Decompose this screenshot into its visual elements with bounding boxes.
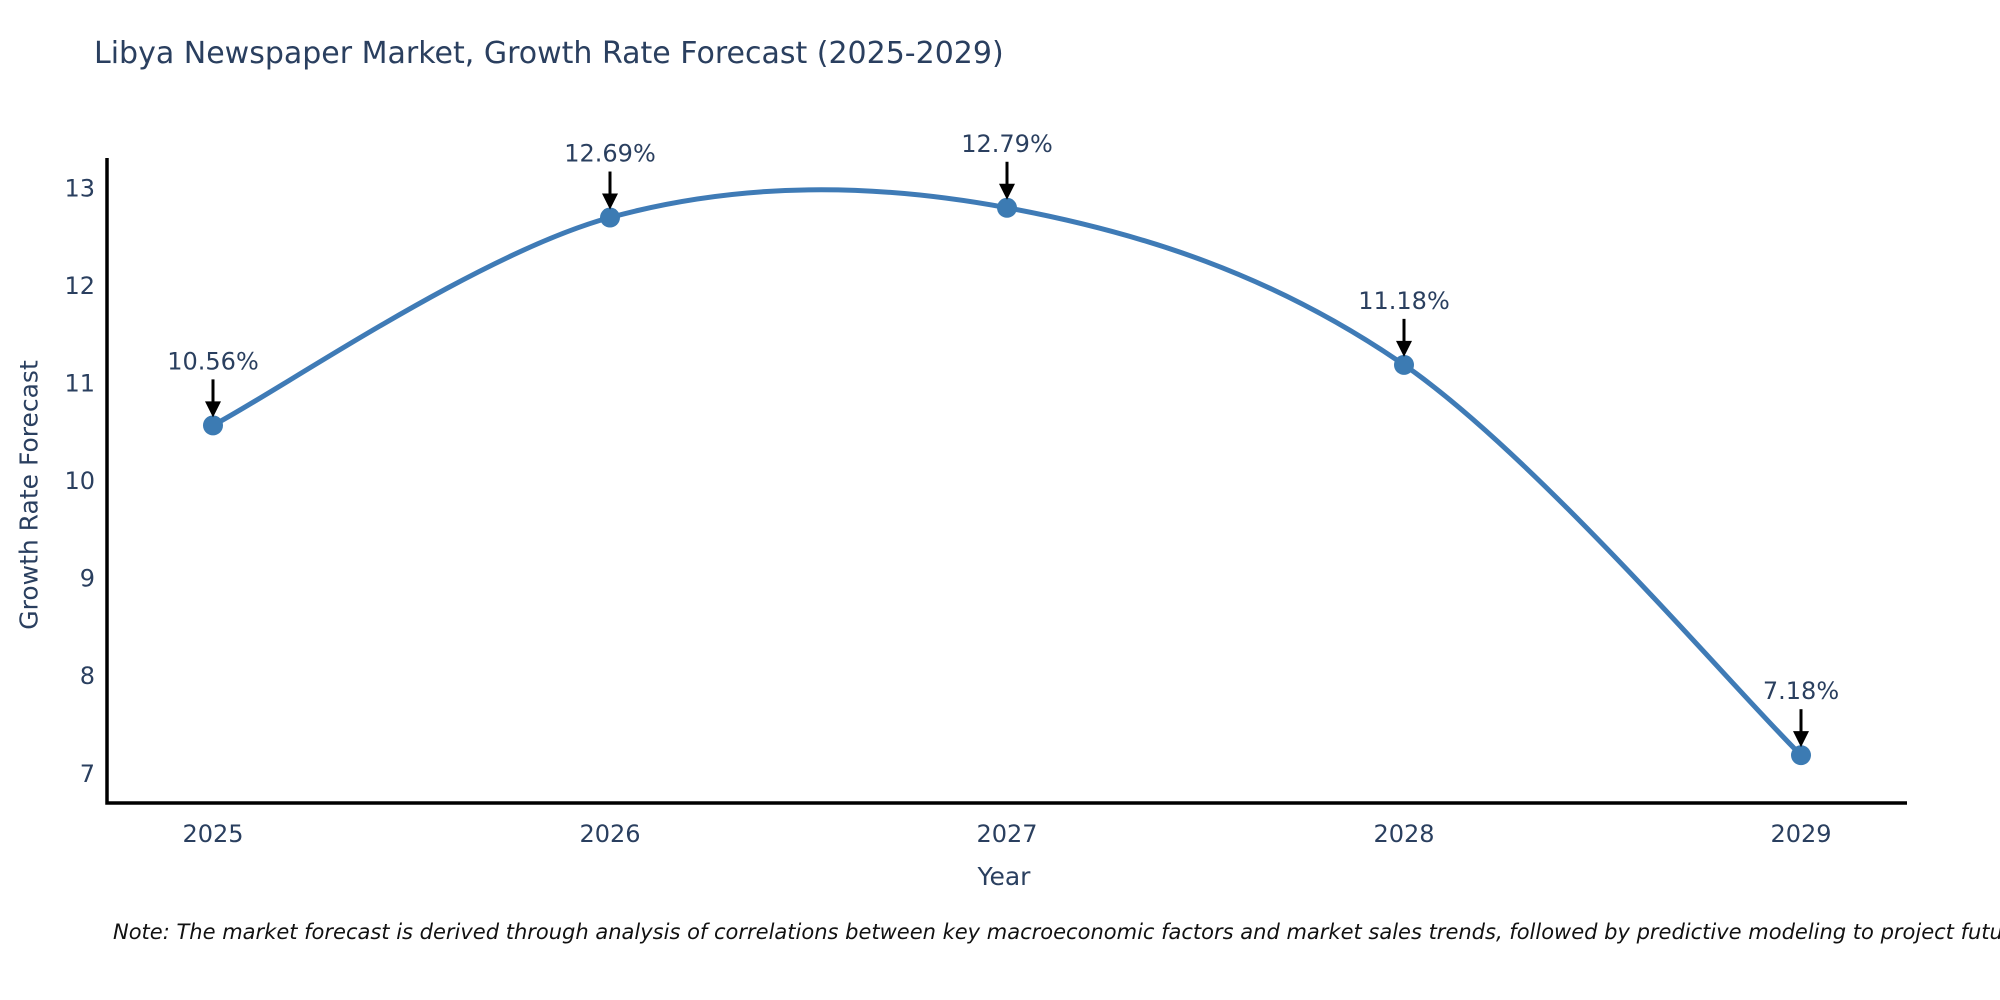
data-point-marker [1791, 745, 1812, 766]
data-point-label: 7.18% [1763, 677, 1839, 705]
axis-spines [105, 158, 1907, 805]
data-point-label: 10.56% [167, 347, 259, 375]
x-tick-label: 2028 [1373, 820, 1434, 848]
chart-title: Libya Newspaper Market, Growth Rate Fore… [94, 36, 1004, 71]
y-tick-label: 13 [64, 174, 95, 202]
forecast-line [210, 187, 1804, 758]
data-point-marker [599, 207, 620, 228]
x-tick-label: 2026 [579, 820, 640, 848]
annotation-arrowhead [999, 183, 1015, 200]
y-axis-title: Growth Rate Forecast [14, 360, 44, 630]
y-tick-label: 12 [64, 272, 95, 300]
annotation-arrowhead [204, 401, 221, 418]
y-tick-label: 10 [64, 467, 95, 495]
x-tick-label: 2029 [1770, 820, 1831, 848]
footnote: Note: The market forecast is derived thr… [113, 920, 2000, 944]
y-tick-label: 11 [64, 369, 95, 397]
annotation-arrowhead [1396, 340, 1413, 357]
x-axis-title: Year [977, 862, 1031, 891]
data-point-label: 12.79% [961, 130, 1053, 158]
annotation-arrowhead [601, 193, 618, 210]
annotation-arrowhead [1793, 731, 1810, 748]
y-tick-label: 8 [80, 662, 95, 690]
data-point-label: 12.69% [564, 140, 656, 168]
x-tick-label: 2025 [182, 820, 243, 848]
x-tick-label: 2027 [976, 820, 1037, 848]
data-point-marker [202, 415, 223, 436]
y-tick-label: 9 [80, 565, 95, 593]
y-tick-label: 7 [80, 760, 95, 788]
data-point-label: 11.18% [1358, 287, 1450, 315]
data-point-marker [997, 197, 1017, 218]
data-point-marker [1394, 354, 1415, 375]
